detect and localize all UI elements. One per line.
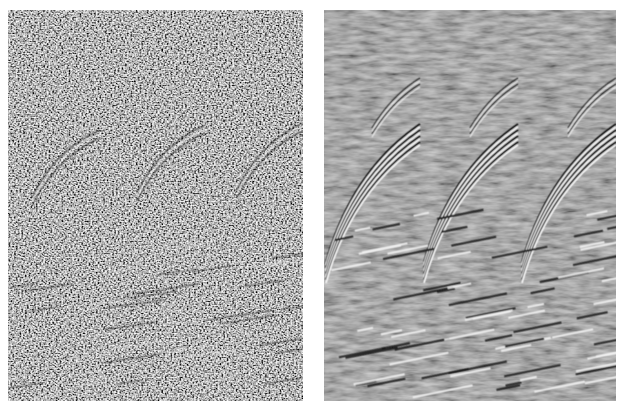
- page-body: (() => { const svg = document.getElement…: [0, 0, 617, 403]
- page: {} html, body { margin: 0; padding: 0; b…: [0, 0, 617, 403]
- denoised-panel: [324, 10, 617, 401]
- noisy-panel: [8, 10, 336, 401]
- seismic-comparison: [0, 0, 617, 403]
- background-texture: [324, 10, 616, 401]
